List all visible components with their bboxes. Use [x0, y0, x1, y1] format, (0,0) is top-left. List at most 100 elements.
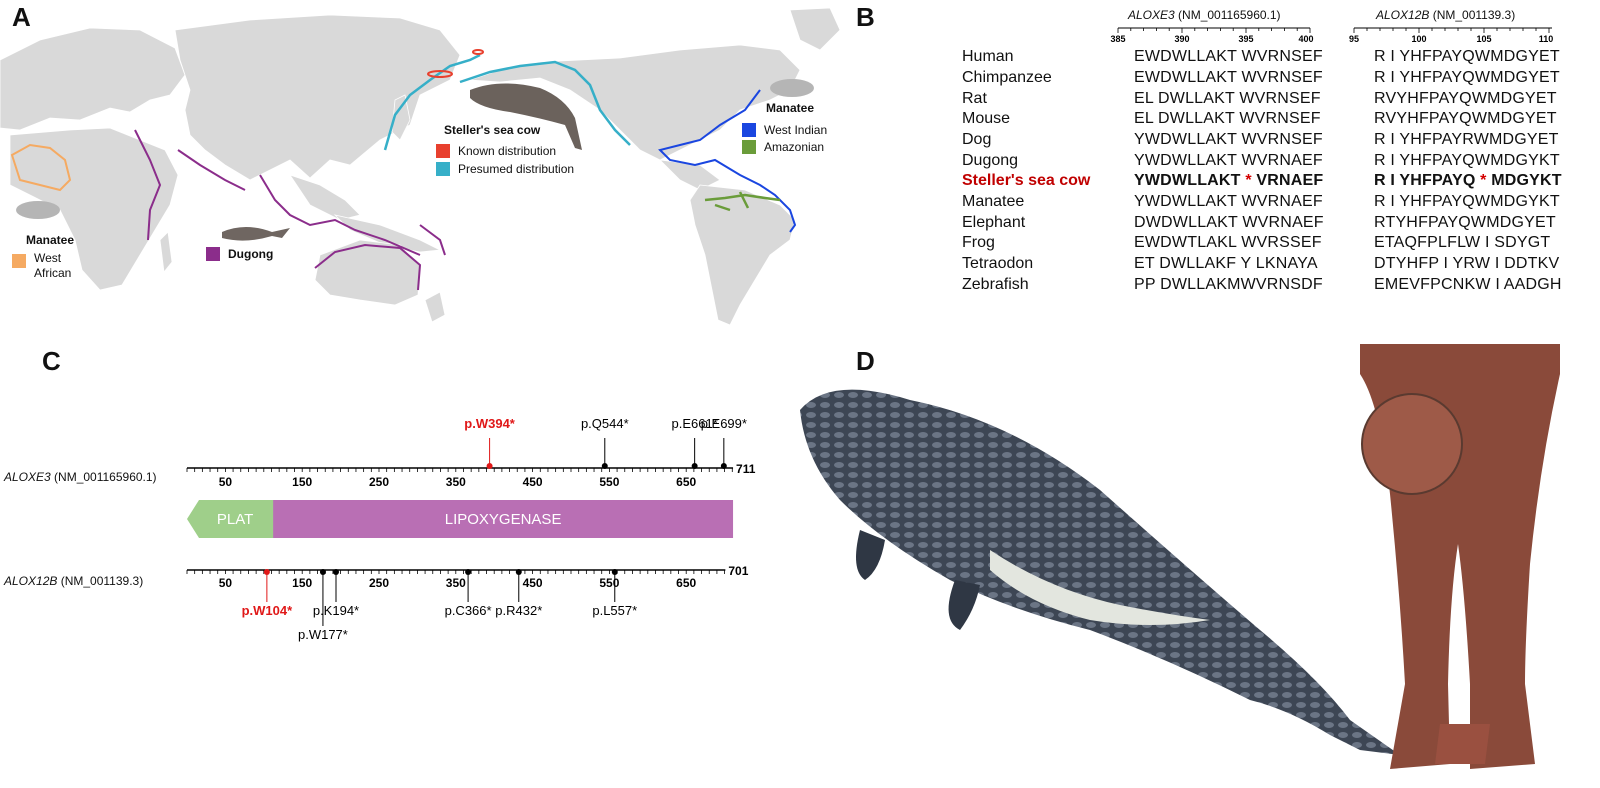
- panel-label-b: B: [856, 2, 875, 32]
- plat-domain-label: PLAT: [217, 511, 253, 528]
- legend-known: Known distribution: [436, 144, 556, 158]
- protein-gene1-acc: (NM_001165960.1): [54, 470, 157, 484]
- species-tetraodon: Tetraodon: [962, 255, 1034, 272]
- steller-title: Steller's sea cow: [444, 123, 541, 137]
- seq2-dog: R I YHFPAYRWMDGYET: [1374, 131, 1559, 148]
- legend-known-swatch: [436, 144, 450, 158]
- mutation-e699-marker: [720, 463, 727, 469]
- gene1-tick-550: 550: [599, 475, 619, 489]
- seq2-steller-c: MDGYKT: [1486, 172, 1562, 189]
- seq1-manatee: YWDWLLAKT WVRNAEF: [1134, 193, 1323, 210]
- ruler1-tick-390: 390: [1174, 34, 1189, 44]
- gene2-length-label: 701: [728, 564, 748, 578]
- west-indian-range: [658, 89, 797, 233]
- mutation-c366-label: p.C366*: [445, 603, 492, 618]
- legend-amazonian-label: Amazonian: [764, 140, 825, 154]
- mutation-e661-marker: [691, 463, 698, 469]
- seq2-steller: R I YHFPAYQ * MDGYKT: [1374, 172, 1562, 190]
- mutation-w177-marker: [319, 569, 326, 575]
- gene1-tick-150: 150: [292, 475, 312, 489]
- mutation-k194-label: p.K194*: [313, 603, 359, 618]
- seq1-steller-c: VRNAEF: [1251, 172, 1324, 189]
- protein-gene2-name: ALOX12B: [4, 574, 58, 588]
- legend-west-african: West African: [12, 251, 71, 281]
- sea-cow-body: [800, 389, 1400, 755]
- seq2-manatee: R I YHFPAYQWMDGYKT: [1374, 193, 1560, 210]
- legend-west-african-label-2: African: [34, 266, 72, 280]
- seq1-zebrafish: PP DWLLAKMWVRNSDF: [1134, 276, 1323, 293]
- seq2-steller-stop: *: [1480, 172, 1487, 189]
- manatee-silhouette-west-indian: [770, 79, 814, 97]
- gene2-tick-550: 550: [599, 576, 619, 590]
- sea-cow-belly: [990, 550, 1210, 625]
- seq1-elephant: DWDWLLAKT WVRNAEF: [1134, 214, 1324, 231]
- seq1-dog: YWDWLLAKT WVRNSEF: [1134, 131, 1323, 148]
- legend-amazonian: Amazonian: [742, 140, 824, 154]
- seq1-human: EWDWLLAKT WVRNSEF: [1134, 48, 1323, 65]
- protein-gene2-label: ALOX12B (NM_001139.3): [4, 574, 143, 588]
- gene2-tick-250: 250: [369, 576, 389, 590]
- gene2-tick-150: 150: [292, 576, 312, 590]
- seq1-dugong: YWDWLLAKT WVRNAEF: [1134, 152, 1323, 169]
- legend-west-african-swatch: [12, 254, 26, 268]
- legend-west-indian-label: West Indian: [764, 123, 828, 137]
- land-masses: [0, 7, 840, 326]
- mutation-q544-marker: [601, 463, 608, 469]
- gene1-minor-ticks: [186, 468, 733, 472]
- dugong-silhouette: [222, 227, 290, 241]
- dugong-range-australia: [314, 243, 422, 291]
- dugong-range-pacific: [419, 224, 446, 256]
- protein-gene1-name: ALOXE3: [4, 470, 51, 484]
- legend-presumed-swatch: [436, 162, 450, 176]
- plat-domain: [187, 500, 290, 538]
- world-map: [0, 7, 840, 326]
- species-dog: Dog: [962, 131, 992, 148]
- alignment-gene2-name: ALOX12B: [1376, 8, 1430, 22]
- gene1-tick-50: 50: [219, 475, 233, 489]
- mutation-l557-label: p.L557*: [592, 603, 637, 618]
- gene2-tick-50: 50: [219, 576, 233, 590]
- seq2-mouse: RVYHFPAYQWMDGYET: [1374, 110, 1557, 127]
- ruler1-tick-400: 400: [1298, 34, 1313, 44]
- dugong-range-africa: [134, 129, 162, 241]
- protein-gene1-label: ALOXE3 (NM_001165960.1): [4, 470, 157, 484]
- alignment-gene1-name: ALOXE3: [1128, 8, 1175, 22]
- seq1-steller-stop: *: [1245, 172, 1252, 189]
- alignment-gene1-header: ALOXE3 (NM_001165960.1): [1128, 8, 1281, 22]
- steller-silhouette: [470, 83, 582, 150]
- alignment-ruler-1: 385 390 395 400: [1110, 27, 1314, 44]
- alignment-gene2-header: ALOX12B (NM_001139.3): [1376, 8, 1515, 22]
- seq2-zebrafish: EMEVFPCNKW I AADGH: [1374, 276, 1562, 293]
- species-dugong: Dugong: [962, 152, 1019, 169]
- gene2-tick-650: 650: [676, 576, 696, 590]
- manatee-wa-title: Manatee: [26, 233, 75, 247]
- species-zebrafish: Zebrafish: [962, 276, 1029, 293]
- presumed-distribution-america: [459, 60, 631, 146]
- sea-cow-flipper: [948, 580, 980, 630]
- species-elephant: Elephant: [962, 214, 1026, 231]
- known-distribution-commander: [427, 70, 453, 78]
- mutation-e661-label: p.E661*: [672, 416, 718, 431]
- mutation-k194-marker: [332, 569, 339, 575]
- species-mouse: Mouse: [962, 110, 1011, 127]
- species-manatee: Manatee: [962, 193, 1025, 210]
- gene1-tick-450: 450: [523, 475, 543, 489]
- known-distribution-bering: [472, 49, 484, 55]
- mutation-w394-marker: [486, 463, 493, 469]
- legend-west-indian-swatch: [742, 123, 756, 137]
- seq1-rat: EL DWLLAKT WVRNSEF: [1134, 90, 1321, 107]
- gene2-minor-ticks: [186, 570, 725, 574]
- alignment-gene1-acc: (NM_001165960.1): [1178, 8, 1281, 22]
- gene1-tick-250: 250: [369, 475, 389, 489]
- legend-presumed-label: Presumed distribution: [458, 162, 575, 176]
- species-steller: Steller's sea cow: [962, 172, 1091, 189]
- feet: [1435, 724, 1490, 764]
- steller-sea-cow-illustration: [800, 389, 1400, 755]
- seq2-chimpanzee: R I YHFPAYQWMDGYET: [1374, 69, 1560, 86]
- mutation-w104-marker: [263, 569, 270, 575]
- gene1-length-label: 711: [736, 462, 756, 476]
- alignment-gene2-acc: (NM_001139.3): [1432, 8, 1516, 22]
- manatee-title: Manatee: [766, 101, 815, 115]
- ruler1-tick-385: 385: [1110, 34, 1125, 44]
- alignment-ruler-2: 95 100 105 110: [1349, 27, 1553, 44]
